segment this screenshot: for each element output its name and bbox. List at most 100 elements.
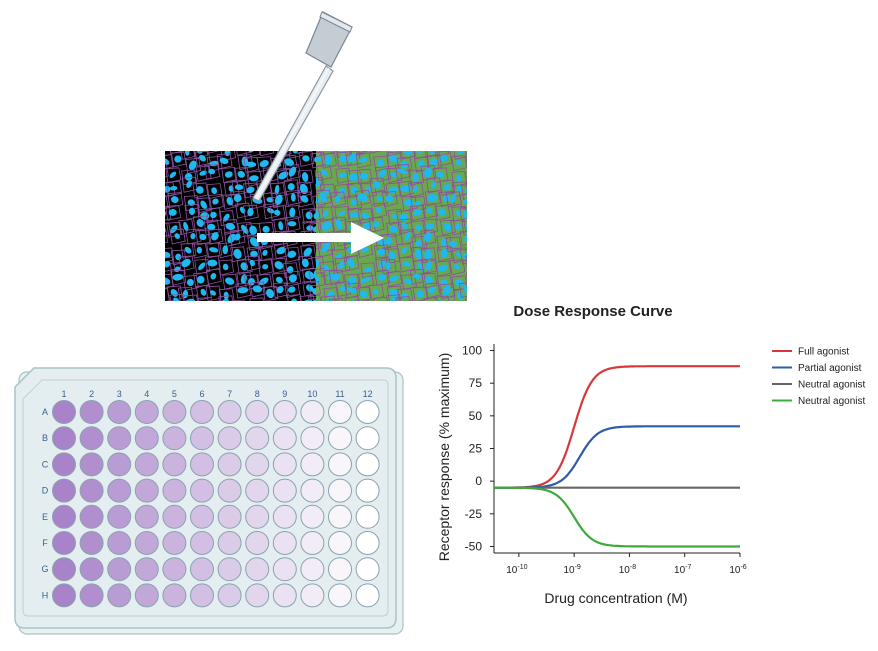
cell-membrane — [193, 151, 209, 159]
cell-membrane — [395, 163, 411, 180]
cell-membrane — [165, 167, 182, 184]
cell-nucleus — [463, 209, 467, 219]
cell-nucleus — [324, 151, 333, 152]
cell-nucleus — [340, 151, 347, 155]
cell-membrane — [309, 221, 316, 238]
cell-membrane — [424, 151, 440, 158]
cell-membrane — [249, 281, 266, 298]
cell-membrane — [421, 272, 438, 289]
cell-membrane — [223, 181, 240, 198]
cell-nucleus — [423, 167, 433, 178]
plate-column-labels: 1 2 3 4 5 6 7 8 9 10 11 12 — [61, 389, 372, 399]
cell-membrane — [316, 206, 325, 221]
cell-nucleus — [397, 168, 408, 175]
cell-nucleus — [186, 180, 193, 188]
cell-membrane — [218, 210, 235, 227]
cell-nucleus — [332, 301, 341, 310]
cell-membrane — [316, 281, 321, 295]
plate-well — [162, 478, 187, 503]
cell-nucleus — [425, 261, 432, 271]
cell-membrane — [316, 193, 326, 208]
cell-nucleus — [415, 239, 423, 247]
cell-nucleus — [463, 285, 467, 295]
cell-nucleus — [200, 288, 207, 296]
plate-well — [328, 557, 352, 582]
cell-membrane — [439, 283, 456, 300]
cell-nucleus — [219, 157, 229, 165]
cell-membrane — [165, 181, 176, 197]
arrow-right-icon — [257, 222, 384, 254]
cell-membrane — [181, 169, 198, 186]
cell-nucleus — [234, 303, 243, 312]
cell-membrane — [178, 255, 195, 272]
cell-nucleus — [157, 290, 166, 301]
cell-nucleus — [245, 161, 257, 168]
cell-membrane — [207, 194, 224, 211]
cell-membrane — [424, 190, 441, 207]
plate-well — [52, 478, 76, 503]
cell-membrane — [397, 181, 414, 197]
cell-membrane — [216, 153, 233, 170]
cell-nucleus — [291, 298, 298, 301]
cell-membrane — [371, 202, 387, 219]
x-tick-label: 10-10 — [506, 564, 527, 576]
plate-well — [245, 426, 270, 451]
plate-well — [134, 531, 159, 555]
legend: Full agonist Partial agonist Neutral agoni… — [772, 347, 865, 407]
plate-well — [190, 478, 214, 503]
cell-nucleus — [301, 258, 309, 268]
plate-well — [328, 426, 352, 451]
plate-well — [79, 531, 104, 555]
cell-nucleus — [287, 221, 297, 227]
cell-nucleus — [169, 185, 178, 191]
cell-membrane — [244, 255, 261, 272]
cell-nucleus — [319, 143, 327, 152]
cell-nucleus — [376, 195, 383, 202]
plate-well — [190, 504, 214, 529]
cell-nucleus — [334, 195, 341, 203]
cell-nucleus — [275, 276, 283, 284]
cell-nucleus — [401, 222, 408, 230]
cell-nucleus — [377, 159, 385, 167]
plate-well — [162, 452, 187, 477]
plate-inner — [22, 379, 389, 617]
cell-membrane — [165, 163, 169, 178]
cell-nucleus — [403, 278, 414, 285]
cell-nucleus — [200, 200, 207, 209]
cell-membrane — [434, 295, 449, 301]
plate-column-label: 4 — [144, 389, 149, 399]
cell-nucleus — [438, 264, 448, 272]
cell-nucleus — [417, 151, 423, 155]
cell-nucleus — [457, 151, 464, 155]
cell-nucleus — [278, 171, 289, 180]
cell-nucleus — [440, 248, 448, 259]
cell-membrane — [334, 206, 351, 222]
x-tick-label: 10-8 — [619, 564, 636, 576]
cell-nucleus — [262, 225, 270, 233]
cell-membrane — [205, 268, 222, 285]
cell-membrane — [166, 285, 183, 301]
cell-nucleus — [453, 304, 461, 313]
cell-membrane — [272, 282, 289, 299]
cell-nucleus — [289, 207, 296, 218]
cell-membrane — [288, 151, 304, 159]
plate-well — [355, 478, 380, 503]
cell-membrane — [229, 229, 246, 246]
cell-membrane — [323, 287, 340, 301]
cell-nucleus — [363, 267, 372, 273]
cell-nucleus — [199, 233, 207, 241]
cell-nucleus — [442, 285, 451, 297]
cell-membrane — [316, 245, 321, 259]
cell-nucleus — [414, 200, 421, 207]
cell-nucleus — [443, 184, 451, 191]
cell-membrane — [206, 183, 223, 200]
cell-nucleus — [165, 158, 170, 166]
cell-nucleus — [412, 209, 422, 216]
cell-membrane — [451, 247, 467, 264]
plate-well — [328, 504, 352, 529]
cell-membrane — [464, 172, 467, 188]
cell-nucleus — [321, 221, 332, 231]
unstained-cells-panel — [157, 143, 327, 312]
